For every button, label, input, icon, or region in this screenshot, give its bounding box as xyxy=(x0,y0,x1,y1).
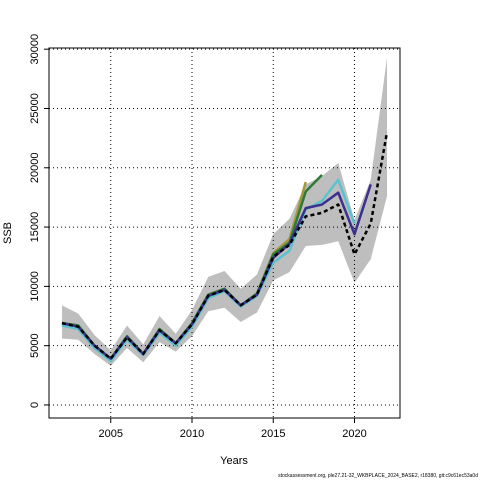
y-tick-label: 10000 xyxy=(29,271,41,302)
plot-frame xyxy=(48,47,401,419)
y-tick-label: 0 xyxy=(29,402,41,408)
x-tick-label: 2010 xyxy=(180,428,204,440)
x-tick-label: 2005 xyxy=(99,428,123,440)
y-tick-label: 15000 xyxy=(29,212,41,243)
y-tick-label: 5000 xyxy=(29,333,41,357)
y-tick-label: 25000 xyxy=(29,93,41,124)
confidence-band xyxy=(62,57,387,366)
x-tick-label: 2015 xyxy=(261,428,285,440)
x-axis-label: Years xyxy=(220,455,248,467)
y-axis-label: SSB xyxy=(2,222,14,244)
footer: stockassessment.org, ple27.21-32_WKBPLAC… xyxy=(278,473,478,479)
y-tick-label: 20000 xyxy=(29,152,41,183)
y-tick-label: 30000 xyxy=(29,34,41,65)
x-tick-label: 2020 xyxy=(342,428,366,440)
series-line xyxy=(61,131,389,360)
